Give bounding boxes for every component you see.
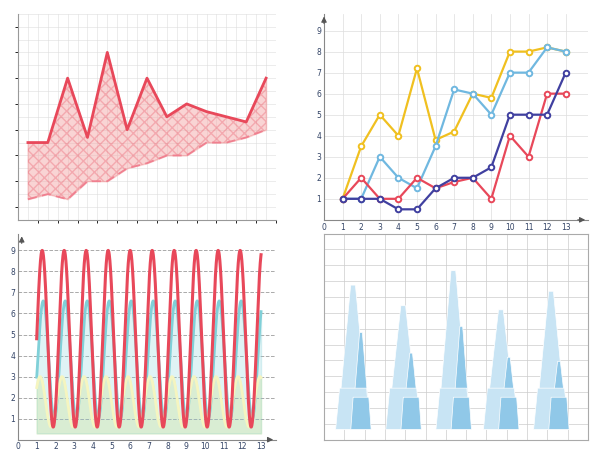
Polygon shape — [352, 333, 370, 430]
Polygon shape — [549, 397, 569, 430]
Polygon shape — [386, 388, 421, 430]
Polygon shape — [388, 306, 419, 430]
Polygon shape — [484, 388, 518, 430]
Polygon shape — [437, 271, 469, 430]
Polygon shape — [500, 357, 518, 430]
Polygon shape — [550, 361, 568, 430]
Polygon shape — [533, 388, 568, 430]
Polygon shape — [452, 326, 470, 430]
Polygon shape — [351, 397, 371, 430]
Polygon shape — [401, 397, 421, 430]
Polygon shape — [337, 285, 369, 430]
Polygon shape — [402, 353, 421, 430]
Polygon shape — [535, 291, 567, 430]
Polygon shape — [451, 397, 472, 430]
Polygon shape — [485, 310, 517, 430]
Polygon shape — [436, 388, 471, 430]
Polygon shape — [335, 388, 370, 430]
Polygon shape — [499, 397, 519, 430]
